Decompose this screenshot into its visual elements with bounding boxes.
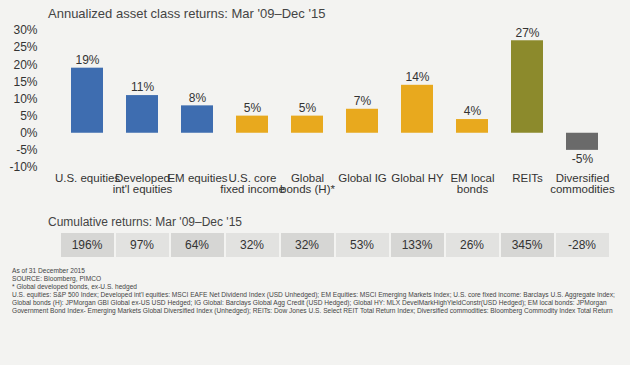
html-text:Cumulative returns: Mar '09–De: Cumulative returns: Mar '09–Dec '15 bbox=[48, 215, 242, 229]
svg-text:-5%: -5% bbox=[572, 152, 594, 166]
svg-text:U.S. corefixed income: U.S. corefixed income bbox=[220, 172, 285, 196]
html-text:Annualized asset class returns: Annualized asset class returns: Mar '09–… bbox=[48, 6, 326, 21]
svg-text:5%: 5% bbox=[244, 101, 262, 115]
svg-text:-5%: -5% bbox=[16, 143, 38, 157]
svg-text:U.S. equities: U.S. equities bbox=[55, 172, 120, 184]
html-text:SOURCE: Bloomberg, PIMCO: SOURCE: Bloomberg, PIMCO bbox=[12, 275, 101, 282]
html-text:97%: 97% bbox=[130, 238, 154, 252]
svg-text:19%: 19% bbox=[75, 53, 99, 67]
svg-text:8%: 8% bbox=[189, 91, 207, 105]
svg-text:EM equities: EM equities bbox=[167, 172, 227, 184]
svg-text:-10%: -10% bbox=[9, 160, 37, 174]
svg-text:Global HY: Global HY bbox=[391, 172, 444, 184]
svg-text:10%: 10% bbox=[13, 92, 37, 106]
svg-text:11%: 11% bbox=[131, 80, 154, 94]
svg-text:Global IG: Global IG bbox=[338, 172, 387, 184]
html-text:-28%: -28% bbox=[568, 238, 596, 252]
html-text:32%: 32% bbox=[240, 238, 264, 252]
html-text:133%: 133% bbox=[401, 238, 433, 252]
html-text:196%: 196% bbox=[71, 238, 103, 252]
svg-text:Diversifiedcommodities: Diversifiedcommodities bbox=[550, 172, 615, 196]
html-text:32%: 32% bbox=[295, 238, 319, 252]
svg-text:4%: 4% bbox=[464, 104, 482, 118]
html-text:345%: 345% bbox=[511, 238, 543, 252]
svg-text:30%: 30% bbox=[13, 23, 37, 37]
svg-text:14%: 14% bbox=[405, 70, 429, 84]
html-text:* Global developed bonds, ex-U: * Global developed bonds, ex-U.S. hedged bbox=[12, 283, 137, 290]
svg-text:Developedint'l equities: Developedint'l equities bbox=[113, 172, 173, 196]
svg-text:5%: 5% bbox=[299, 101, 317, 115]
svg-text:27%: 27% bbox=[515, 26, 539, 40]
svg-text:0%: 0% bbox=[20, 126, 38, 140]
svg-text:REITs: REITs bbox=[512, 172, 543, 184]
html-text:64%: 64% bbox=[185, 238, 209, 252]
svg-text:7%: 7% bbox=[354, 94, 372, 108]
html-text:26%: 26% bbox=[460, 238, 484, 252]
html-text:As of 31 December 2015: As of 31 December 2015 bbox=[12, 267, 85, 274]
svg-text:5%: 5% bbox=[20, 109, 38, 123]
svg-text:15%: 15% bbox=[13, 75, 37, 89]
svg-text:Globalbonds (H)*: Globalbonds (H)* bbox=[280, 172, 335, 196]
svg-text:25%: 25% bbox=[13, 40, 37, 54]
svg-text:20%: 20% bbox=[13, 58, 37, 72]
svg-text:EM localbonds: EM localbonds bbox=[450, 172, 494, 196]
html-text:53%: 53% bbox=[350, 238, 374, 252]
html-text:U.S. equities: S&P 500 Index;: U.S. equities: S&P 500 Index; Developed … bbox=[12, 291, 615, 314]
